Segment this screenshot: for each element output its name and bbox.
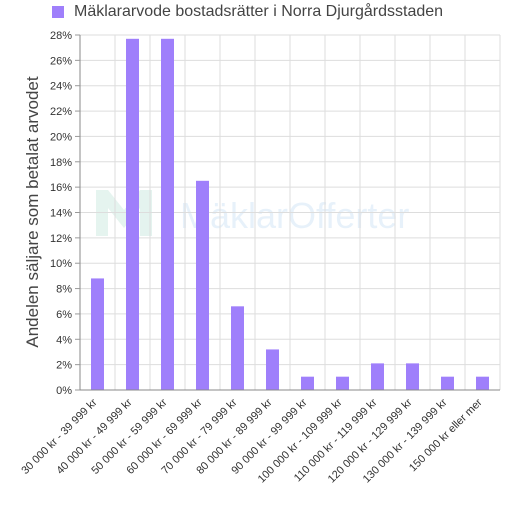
y-tick-label: 28% <box>50 30 72 42</box>
bar <box>266 349 279 390</box>
svg-text:MäklarOfferter: MäklarOfferter <box>180 195 409 236</box>
legend-swatch <box>52 6 64 18</box>
bar <box>371 363 384 390</box>
bar <box>91 278 104 390</box>
y-tick-label: 6% <box>56 309 72 321</box>
bar <box>476 376 489 390</box>
y-tick-label: 4% <box>56 334 72 346</box>
y-tick-label: 24% <box>50 81 72 93</box>
y-tick-label: 20% <box>50 131 72 143</box>
bar <box>126 38 139 391</box>
bar <box>231 306 244 390</box>
bar <box>301 376 314 390</box>
y-tick-label: 10% <box>50 258 72 270</box>
bar <box>406 363 419 390</box>
y-tick-label: 18% <box>50 157 72 169</box>
y-tick-label: 12% <box>50 233 72 245</box>
y-tick-label: 22% <box>50 106 72 118</box>
legend-label: Mäklararvode bostadsrätter i Norra Djurg… <box>74 3 444 20</box>
legend: Mäklararvode bostadsrätter i Norra Djurg… <box>52 2 443 22</box>
y-tick-label: 8% <box>56 284 72 296</box>
bar <box>441 376 454 390</box>
y-tick-label: 14% <box>50 208 72 220</box>
y-tick-label: 26% <box>50 55 72 67</box>
bar <box>196 180 209 390</box>
y-tick-label: 0% <box>56 385 72 397</box>
bar <box>336 376 349 390</box>
y-tick-label: 2% <box>56 360 72 372</box>
bar <box>161 38 174 391</box>
y-tick-label: 16% <box>50 182 72 194</box>
